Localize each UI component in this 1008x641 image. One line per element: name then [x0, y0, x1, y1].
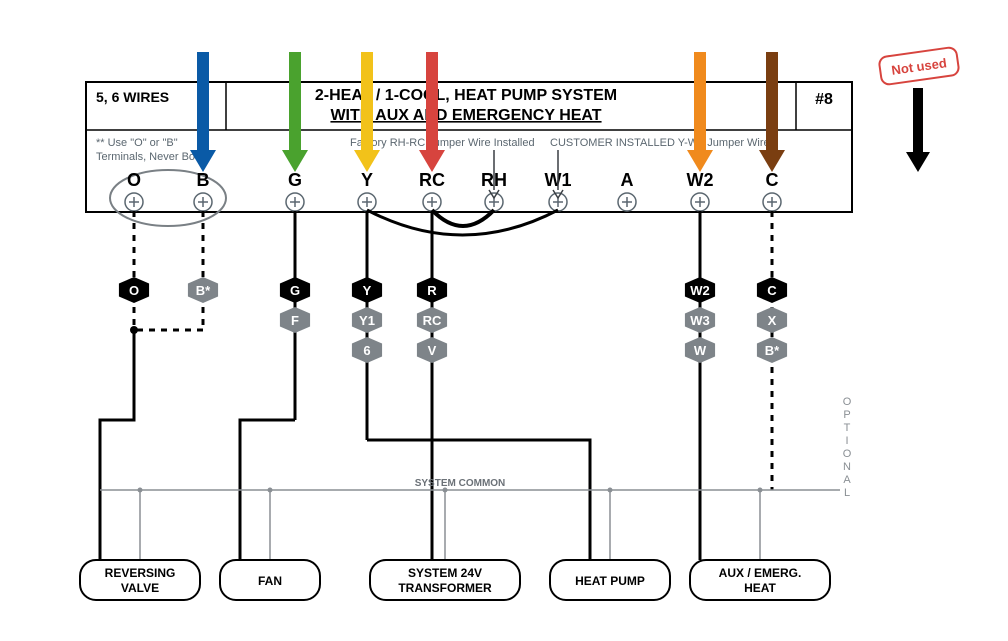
svg-text:V: V [428, 343, 437, 358]
svg-text:RC: RC [423, 313, 442, 328]
optional-letter: T [844, 422, 853, 434]
svg-text:X: X [768, 313, 777, 328]
wiring-diagram: 5, 6 WIRES 2-HEAT / 1-COOL, HEAT PUMP SYS… [0, 0, 1008, 641]
svg-text:B*: B* [196, 283, 211, 298]
factory-jumper-note: Factory RH-RC Jumper Wire Installed [350, 137, 535, 149]
svg-text:O: O [129, 283, 139, 298]
optional-letter: A [843, 474, 852, 486]
wires-label: 5, 6 WIRES [96, 89, 169, 105]
svg-text:SYSTEM 24V: SYSTEM 24V [408, 566, 482, 580]
svg-text:REVERSING: REVERSING [105, 566, 176, 580]
ref-number: #8 [815, 91, 833, 108]
title-line1: 2-HEAT / 1-COOL, HEAT PUMP SYSTEM [315, 87, 617, 104]
terminal-label-rc: RC [419, 170, 445, 190]
terminal-label-y: Y [361, 170, 373, 190]
svg-text:F: F [291, 313, 299, 328]
terminal-label-b: B [197, 170, 210, 190]
color-arrow-green [282, 52, 308, 172]
svg-text:TRANSFORMER: TRANSFORMER [398, 581, 492, 595]
ob-note-1: ** Use "O" or "B" [96, 137, 178, 149]
not-used-arrow-icon [906, 88, 930, 172]
terminal-label-o: O [127, 170, 141, 190]
svg-text:G: G [290, 283, 300, 298]
svg-text:Y: Y [363, 283, 372, 298]
not-used-callout: Not used [878, 47, 959, 86]
system-common-label: SYSTEM COMMON [415, 478, 506, 489]
optional-letter: L [844, 487, 852, 499]
optional-letter: P [843, 409, 852, 421]
terminal-label-c: C [766, 170, 779, 190]
svg-text:W2: W2 [690, 283, 710, 298]
terminal-label-a: A [621, 170, 634, 190]
wire-y-to-hp [367, 440, 590, 500]
customer-jumper-note: CUSTOMER INSTALLED Y-W1 Jumper Wire [550, 137, 770, 149]
color-arrow-blue [190, 52, 216, 172]
svg-text:HEAT: HEAT [744, 581, 776, 595]
svg-text:VALVE: VALVE [121, 581, 159, 595]
terminal-label-w2: W2 [687, 170, 714, 190]
svg-text:C: C [767, 283, 777, 298]
ob-note-2: Terminals, Never Both [96, 151, 204, 163]
svg-text:FAN: FAN [258, 574, 282, 588]
svg-text:6: 6 [363, 343, 370, 358]
svg-text:W: W [694, 343, 707, 358]
svg-text:W3: W3 [690, 313, 710, 328]
optional-letter: O [843, 448, 854, 460]
optional-letter: I [845, 435, 850, 447]
wire-o-to-rev [100, 330, 134, 500]
optional-letter: O [843, 396, 854, 408]
jumper-y-w1 [367, 210, 558, 235]
svg-text:HEAT PUMP: HEAT PUMP [575, 574, 645, 588]
optional-letter: N [843, 461, 853, 473]
svg-text:Y1: Y1 [359, 313, 375, 328]
terminal-label-g: G [288, 170, 302, 190]
svg-text:B*: B* [765, 343, 780, 358]
color-arrow-orange [687, 52, 713, 172]
color-arrow-brown [759, 52, 785, 172]
svg-text:AUX / EMERG.: AUX / EMERG. [719, 566, 802, 580]
svg-text:R: R [427, 283, 437, 298]
